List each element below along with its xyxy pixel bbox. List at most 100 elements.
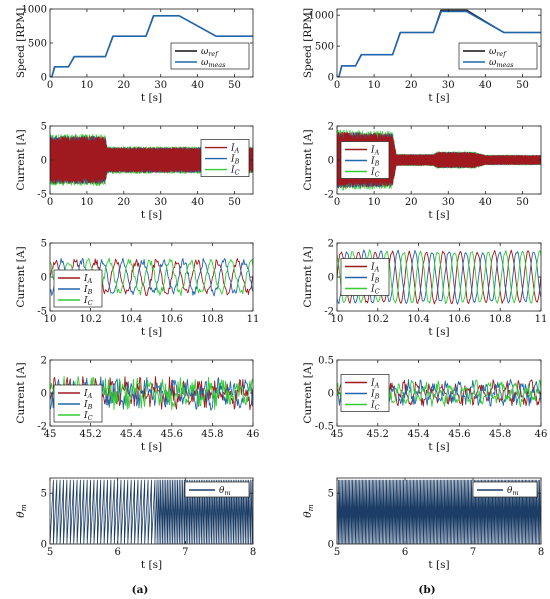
- x-tick-label: 7: [182, 547, 188, 558]
- x-axis-label: t [s]: [141, 441, 162, 453]
- legend-label: IC: [83, 296, 93, 307]
- axes-frame: [49, 477, 254, 545]
- x-axis-label: t [s]: [428, 326, 449, 338]
- y-tick-label: 5: [328, 489, 334, 500]
- axes-frame: [336, 8, 542, 78]
- x-tick-label: 10.8: [489, 314, 511, 325]
- y-tick-label: 500: [315, 42, 334, 53]
- legend-label: IB: [370, 274, 380, 285]
- x-tick-label: 40: [479, 80, 492, 91]
- x-tick-label: 10.2: [79, 314, 101, 325]
- x-tick-label: 20: [117, 197, 130, 208]
- x-tick-label: 45: [44, 429, 57, 440]
- y-axis-label: Current [A]: [302, 362, 314, 423]
- x-tick-label: 20: [405, 80, 418, 91]
- y-tick-label: 5: [41, 239, 47, 250]
- x-tick-label: 30: [154, 197, 167, 208]
- x-tick-label: 50: [516, 80, 529, 91]
- x-tick-label: 30: [442, 80, 455, 91]
- legend-label: IC: [370, 401, 380, 412]
- x-tick-label: 45.2: [79, 429, 101, 440]
- y-tick-label: 0: [328, 389, 334, 400]
- y-axis-label: Current [A]: [15, 246, 27, 307]
- y-axis-label: Speed [RPM]: [15, 8, 27, 78]
- y-tick-label: -5: [37, 307, 47, 318]
- y-tick-label: 2: [328, 122, 334, 133]
- series-line-IB: [50, 257, 253, 297]
- y-tick-label: 0: [41, 389, 47, 400]
- x-tick-label: 45.6: [161, 429, 183, 440]
- x-tick-label: 45.8: [201, 429, 223, 440]
- x-tick-label: 45.6: [448, 429, 470, 440]
- legend-label: IA: [370, 379, 380, 390]
- x-tick-label: 11: [247, 314, 260, 325]
- legend-label: IB: [370, 157, 380, 168]
- x-axis-label: t [s]: [141, 92, 162, 104]
- legend-label: IB: [83, 400, 93, 411]
- x-tick-label: 45.4: [407, 429, 429, 440]
- legend-label: ωmeas: [489, 58, 514, 69]
- series-line-IB: [337, 249, 541, 305]
- y-tick-label: 1000: [22, 5, 47, 16]
- legend-box: [184, 481, 250, 498]
- x-axis-label: t [s]: [428, 559, 449, 571]
- legend-label: IC: [370, 168, 380, 179]
- x-tick-label: 20: [117, 80, 130, 91]
- y-tick-label: 0: [41, 73, 47, 84]
- x-tick-label: 50: [228, 80, 241, 91]
- y-axis-label: Speed [RPM]: [302, 8, 314, 78]
- x-tick-label: 10: [368, 197, 381, 208]
- chart-a-cur-zoom1: 10 10.2 10.4 10.6 10.8 11 -5 0 5 t [s] Current [A]…: [15, 239, 259, 339]
- x-tick-label: 46: [247, 429, 260, 440]
- legend-label: IC: [230, 166, 240, 177]
- x-tick-label: 6: [114, 547, 120, 558]
- legend-label: ωref: [489, 47, 507, 58]
- x-tick-label: 8: [538, 547, 544, 558]
- series-line-theta: [50, 479, 253, 544]
- x-axis-label: t [s]: [141, 559, 162, 571]
- x-tick-label: 20: [405, 197, 418, 208]
- y-tick-label: 0: [41, 540, 47, 551]
- x-tick-label: 10: [81, 80, 94, 91]
- y-tick-label: -0.5: [315, 422, 334, 433]
- legend-label: IA: [230, 144, 240, 155]
- y-tick-label: 0: [328, 540, 334, 551]
- legend-label: IA: [83, 389, 93, 400]
- y-tick-label: 5: [41, 122, 47, 133]
- y-tick-label: 0: [328, 273, 334, 284]
- legend-label: IB: [370, 390, 380, 401]
- legend-label: θm: [219, 486, 231, 497]
- x-tick-label: 5: [334, 547, 340, 558]
- legend-label: IB: [83, 285, 93, 296]
- x-tick-label: 5: [47, 547, 53, 558]
- series-line-IC: [337, 249, 541, 304]
- x-tick-label: 0: [47, 197, 53, 208]
- y-tick-label: 0: [41, 156, 47, 167]
- y-tick-label: -2: [37, 422, 47, 433]
- x-axis-label: t [s]: [428, 441, 449, 453]
- x-tick-label: 40: [191, 197, 204, 208]
- x-tick-label: 0: [334, 197, 340, 208]
- x-tick-label: 45: [331, 429, 344, 440]
- legend-label: ωmeas: [201, 58, 226, 69]
- plot-area: [337, 9, 541, 77]
- x-tick-label: 10.8: [201, 314, 223, 325]
- y-tick-label: 5: [41, 489, 47, 500]
- chart-b-cur-zoom1: 10 10.2 10.4 10.6 10.8 11 -2 0 2 t [s] Current [A]…: [302, 239, 547, 339]
- x-tick-label: 10: [44, 314, 57, 325]
- x-axis-label: t [s]: [141, 326, 162, 338]
- x-axis-label: t [s]: [428, 209, 449, 221]
- x-tick-label: 10.4: [407, 314, 429, 325]
- legend-box: [472, 481, 538, 498]
- y-tick-label: 2: [328, 239, 334, 250]
- x-tick-label: 40: [191, 80, 204, 91]
- x-tick-label: 40: [479, 197, 492, 208]
